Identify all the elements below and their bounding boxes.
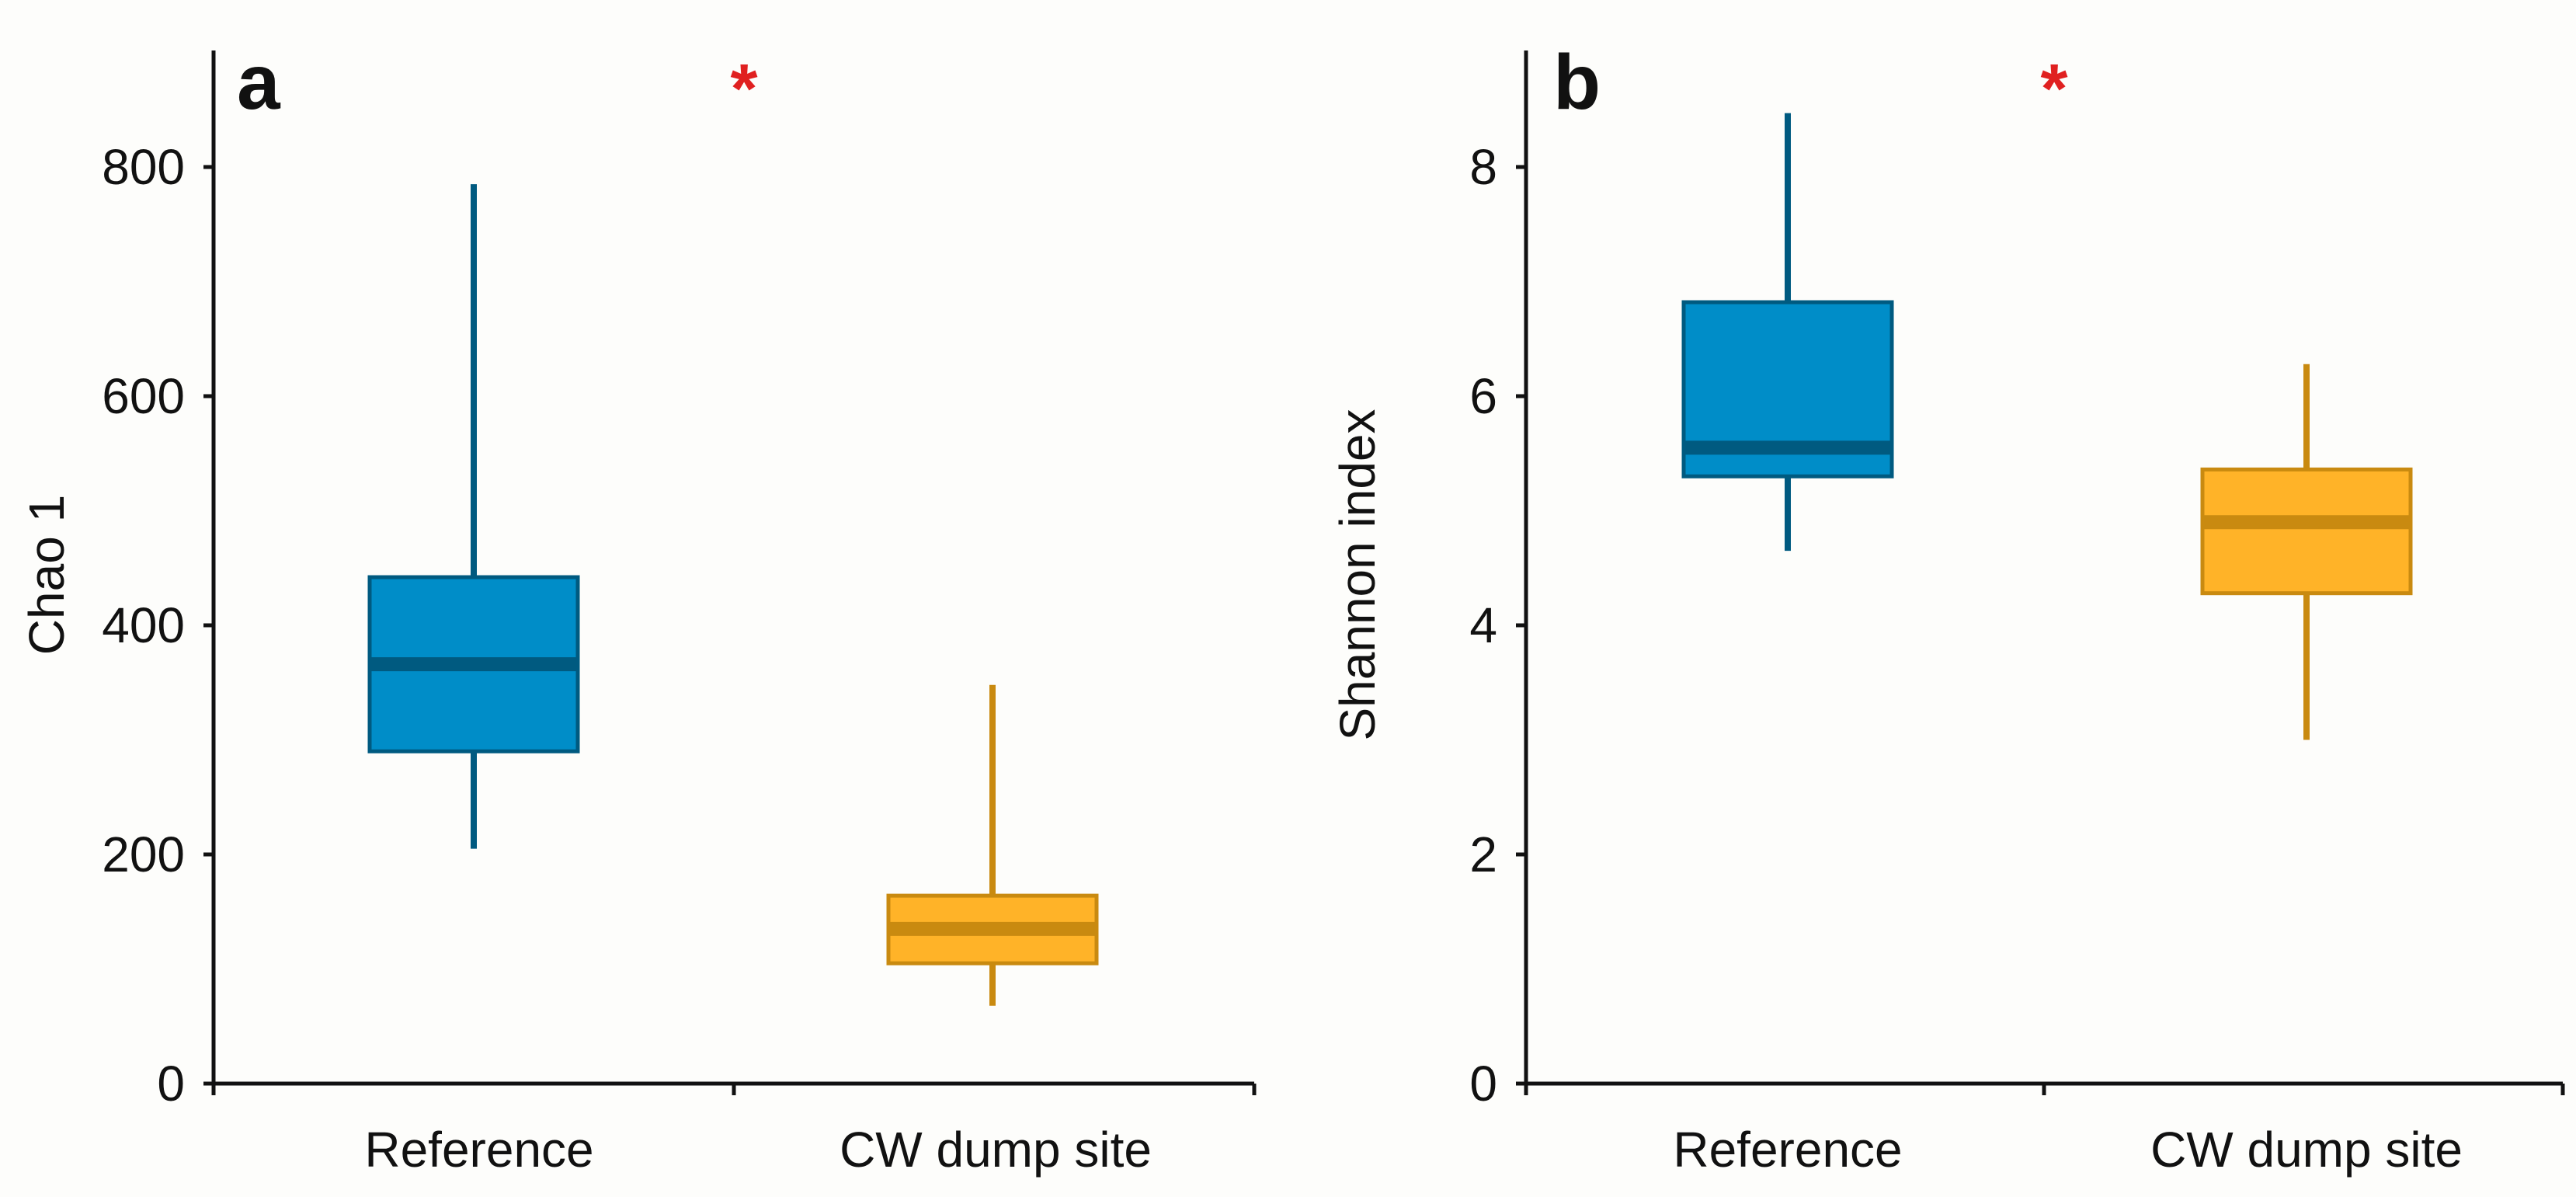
y-tick-label-a-0: 0 <box>157 1056 185 1112</box>
box-cw-dump-site-b <box>2200 467 2413 596</box>
y-axis-title-a: Chao 1 <box>19 495 75 655</box>
x-ticks-a: Reference CW dump site <box>211 1084 1257 1178</box>
category-label-b-reference: Reference <box>1673 1122 1902 1178</box>
y-tick-label-b-2: 2 <box>1469 826 1497 882</box>
significance-asterisk-a: * <box>730 50 757 128</box>
y-tick-label-a-800: 800 <box>102 139 185 195</box>
y-tick-label-a-400: 400 <box>102 597 185 653</box>
y-tick-label-b-8: 8 <box>1469 139 1497 195</box>
panel-letter-b: b <box>1553 39 1601 126</box>
y-tick-label-b-4: 4 <box>1469 597 1497 653</box>
category-label-b-cw-dump-site: CW dump site <box>2150 1122 2463 1178</box>
category-label-a-cw-dump-site: CW dump site <box>840 1122 1152 1178</box>
y-ticks-a: 0 200 400 600 800 <box>102 139 214 1112</box>
y-tick-label-b-0: 0 <box>1469 1056 1497 1112</box>
y-tick-label-a-600: 600 <box>102 368 185 424</box>
x-ticks-b: Reference CW dump site <box>1524 1084 2565 1178</box>
panel-a: a * Chao 1 0 200 400 600 800 Reference C… <box>19 39 1257 1178</box>
boxes-b <box>1681 113 2413 740</box>
y-axis-title-b: Shannon index <box>1330 409 1385 740</box>
y-ticks-b: 0 2 4 6 8 <box>1469 139 1526 1112</box>
significance-asterisk-b: * <box>2040 50 2067 128</box>
y-tick-label-b-6: 6 <box>1469 368 1497 424</box>
panel-b: b * Shannon index 0 2 4 6 8 Reference CW… <box>1330 39 2565 1178</box>
panel-letter-a: a <box>237 39 281 126</box>
boxes-a <box>367 184 1099 1006</box>
category-label-a-reference: Reference <box>364 1122 593 1178</box>
y-tick-label-a-200: 200 <box>102 826 185 882</box>
